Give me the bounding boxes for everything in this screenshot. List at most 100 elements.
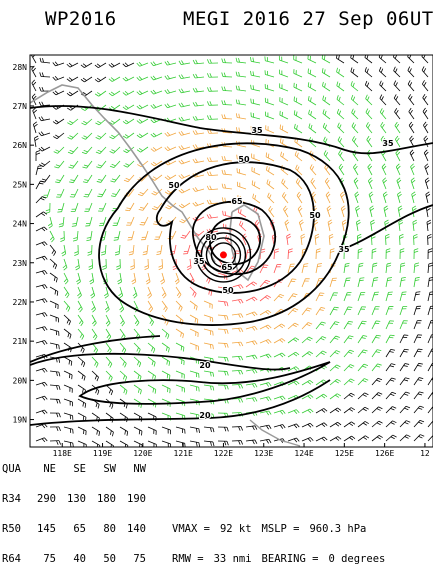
wind-barb-feather <box>120 307 123 310</box>
wind-barb-feather <box>266 397 268 401</box>
wind-barb <box>323 113 330 119</box>
wind-barb-feather <box>207 215 209 219</box>
wind-barb-feather <box>317 266 321 267</box>
wind-barb-feather <box>241 384 243 388</box>
wind-barb-feather <box>54 152 58 154</box>
wind-barb-feather <box>42 341 45 344</box>
wind-barb-feather <box>386 251 390 252</box>
wind-barb-feather <box>110 151 114 153</box>
wind-barb-feather <box>417 351 421 352</box>
wind-barb <box>344 408 351 413</box>
wind-barb-feather <box>137 135 140 138</box>
contour-label: 65 <box>221 263 233 272</box>
wind-barb <box>218 315 227 316</box>
wind-barb-feather <box>123 64 126 67</box>
wind-barb <box>400 406 406 413</box>
wind-barb-feather <box>410 150 413 153</box>
wind-barb <box>237 145 246 147</box>
wind-barb-feather <box>68 137 72 139</box>
wind-barb-feather <box>335 322 339 323</box>
wind-barb-feather <box>404 380 408 381</box>
wind-barb-feather <box>145 268 149 270</box>
wind-barb <box>366 126 372 133</box>
wind-barb-feather <box>294 439 297 442</box>
wind-barb-feather <box>67 294 69 297</box>
wind-barb-feather <box>252 313 255 316</box>
wind-barb-feather <box>82 375 83 379</box>
wind-barb-feather <box>377 350 381 351</box>
wind-barb <box>195 133 204 134</box>
wind-barb-feather <box>122 323 125 326</box>
wind-barb-feather <box>350 365 354 367</box>
wind-barb-feather <box>193 88 195 92</box>
wind-barb <box>372 435 379 441</box>
wind-barb-feather <box>373 266 377 267</box>
wind-barb-feather <box>224 59 225 63</box>
wind-barb-feather <box>325 125 327 129</box>
wind-barb <box>102 203 106 211</box>
wind-barb-feather <box>224 427 225 431</box>
wind-barb <box>428 306 431 315</box>
wind-barb <box>64 315 71 321</box>
wind-barb-feather <box>252 341 254 345</box>
wind-barb-feather <box>92 307 95 310</box>
wind-barb-feather <box>321 353 325 355</box>
wind-barb-feather <box>326 166 328 170</box>
wind-barb <box>358 379 364 385</box>
wind-barb-feather <box>415 277 419 278</box>
wind-barb <box>372 335 377 343</box>
wind-barb <box>159 231 162 239</box>
wind-barb <box>99 91 106 96</box>
wind-barb <box>302 264 304 273</box>
wind-barb <box>78 259 79 268</box>
wind-barb-feather <box>121 309 124 312</box>
wind-barb <box>209 175 218 176</box>
wind-barb-feather <box>343 222 347 224</box>
wind-barb <box>251 75 260 77</box>
wind-barb <box>204 315 213 318</box>
wind-barb-feather <box>351 95 353 99</box>
contour-label: 35 <box>338 245 350 254</box>
wind-barb <box>351 99 358 105</box>
wind-barb-feather <box>340 138 342 142</box>
wind-barb <box>400 392 406 399</box>
wind-barb-feather <box>43 58 44 62</box>
wind-barb <box>344 321 349 329</box>
wind-barb <box>64 413 73 416</box>
wind-barb <box>358 307 362 315</box>
wind-barb-feather <box>255 383 257 387</box>
wind-barb-feather <box>139 91 142 94</box>
wind-barb-feather <box>337 394 341 396</box>
wind-barb-feather <box>253 58 254 62</box>
wind-barb-feather <box>323 123 325 127</box>
wind-barb <box>295 142 302 147</box>
wind-barb-feather <box>353 164 356 167</box>
wind-barb <box>414 435 420 441</box>
wind-barb-feather <box>137 322 139 325</box>
wind-barb-feather <box>236 58 237 62</box>
lon-label: 12 <box>420 449 430 458</box>
wind-barb-feather <box>210 59 212 63</box>
wind-barb <box>78 413 86 417</box>
wind-barb <box>195 63 204 64</box>
rmw-value: 33 nmi <box>214 554 252 564</box>
wind-barb <box>41 62 50 63</box>
wind-barb <box>127 161 134 167</box>
wind-barb <box>190 287 196 293</box>
wind-barb-feather <box>390 335 394 336</box>
wind-barb <box>120 427 128 432</box>
wind-barb <box>120 385 127 391</box>
wind-barb <box>428 321 431 329</box>
wind-barb-feather <box>339 111 341 115</box>
wind-barb-feather <box>356 194 359 197</box>
wind-barb-feather <box>210 428 211 432</box>
wind-barb <box>90 217 92 226</box>
wind-barb <box>106 343 111 350</box>
wind-barb <box>281 169 288 175</box>
wind-barb-feather <box>268 354 271 357</box>
wind-barb <box>190 301 197 306</box>
wind-barb-feather <box>399 223 403 225</box>
wind-barb <box>100 133 106 139</box>
wind-barb <box>344 350 350 357</box>
wind-barb-feather <box>382 164 385 167</box>
